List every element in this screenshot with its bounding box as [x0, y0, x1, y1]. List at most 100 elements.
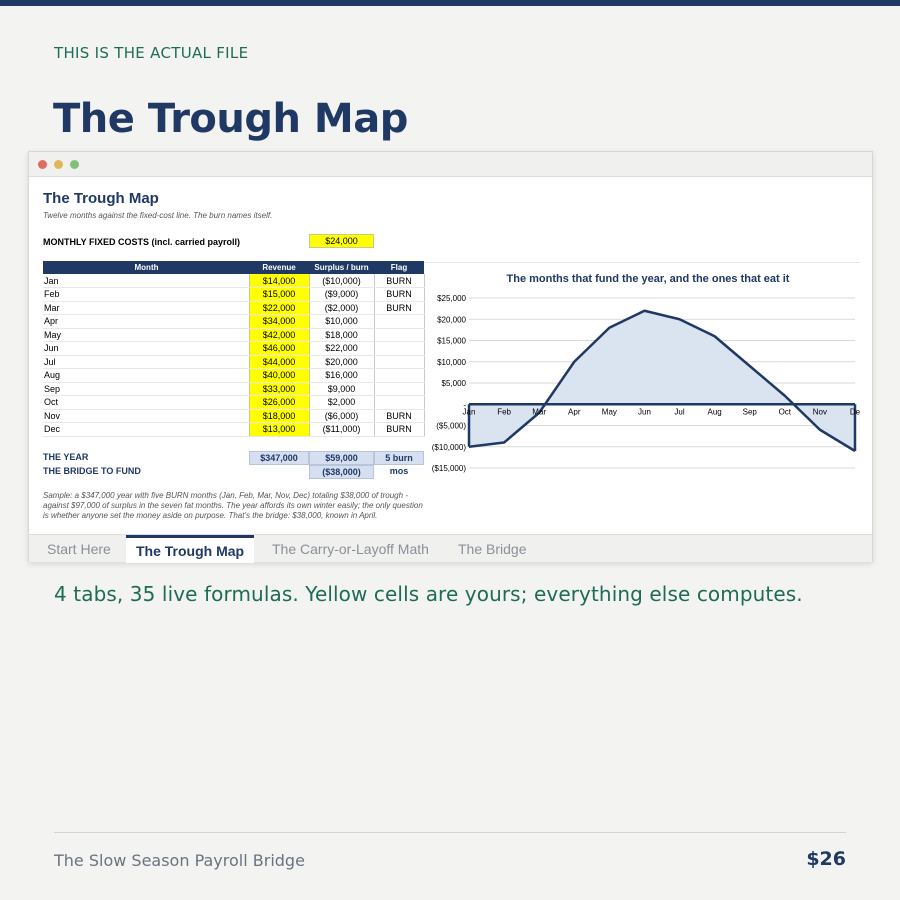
flag-cell[interactable]: BURN: [374, 422, 425, 437]
revenue-input-cell[interactable]: $42,000: [248, 328, 310, 342]
revenue-input-cell[interactable]: $22,000: [248, 301, 310, 315]
tab-the-bridge[interactable]: The Bridge: [458, 541, 527, 557]
sheet-title: The Trough Map: [43, 190, 159, 207]
x-tick-label: Sep: [743, 407, 758, 416]
maximize-window-dot[interactable]: [70, 160, 79, 169]
month-cell: Jul: [43, 355, 249, 369]
year-burn-count[interactable]: 5 burn mos: [374, 451, 424, 476]
flag-cell[interactable]: BURN: [374, 409, 425, 423]
flag-cell[interactable]: BURN: [374, 287, 425, 302]
month-cell: Sep: [43, 382, 249, 396]
month-cell: Apr: [43, 314, 249, 329]
feature-caption: 4 tabs, 35 live formulas. Yellow cells a…: [54, 582, 803, 606]
window-chrome: [29, 152, 872, 177]
minimize-window-dot[interactable]: [54, 160, 63, 169]
y-tick-label: ($5,000): [436, 422, 466, 431]
revenue-input-cell[interactable]: $33,000: [248, 382, 310, 396]
revenue-input-cell[interactable]: $44,000: [248, 355, 310, 369]
revenue-input-cell[interactable]: $34,000: [248, 314, 310, 329]
eyebrow-label: THIS IS THE ACTUAL FILE: [54, 44, 249, 62]
sample-note: Sample: a $347,000 year with five BURN m…: [43, 491, 423, 520]
revenue-input-cell[interactable]: $46,000: [248, 341, 310, 356]
x-tick-label: Apr: [568, 407, 581, 416]
table-row: Oct $26,000 $2,000: [43, 395, 425, 410]
surplus-cell[interactable]: ($10,000): [309, 274, 375, 288]
sheet-subtitle: Twelve months against the fixed-cost lin…: [43, 211, 273, 220]
month-cell: Aug: [43, 368, 249, 383]
surplus-cell[interactable]: ($11,000): [309, 422, 375, 437]
close-window-dot[interactable]: [38, 160, 47, 169]
footer-divider: [54, 832, 846, 833]
month-cell: Mar: [43, 301, 249, 315]
revenue-input-cell[interactable]: $13,000: [248, 422, 310, 437]
table-row: Feb $15,000 ($9,000) BURN: [43, 287, 425, 302]
revenue-input-cell[interactable]: $40,000: [248, 368, 310, 383]
surplus-cell[interactable]: ($2,000): [309, 301, 375, 315]
table-row: Sep $33,000 $9,000: [43, 382, 425, 396]
x-tick-label: May: [602, 407, 617, 416]
flag-cell[interactable]: [374, 395, 425, 410]
table-header-row: Month Revenue Surplus / burn Flag: [43, 261, 424, 274]
month-cell: Dec: [43, 422, 249, 437]
x-tick-label: Aug: [708, 407, 722, 416]
tab-carry-or-layoff[interactable]: The Carry-or-Layoff Math: [272, 541, 429, 557]
table-row: Mar $22,000 ($2,000) BURN: [43, 301, 425, 315]
revenue-input-cell[interactable]: $26,000: [248, 395, 310, 410]
year-surplus-total[interactable]: $59,000: [309, 451, 374, 465]
flag-cell[interactable]: [374, 328, 425, 342]
flag-cell[interactable]: [374, 341, 425, 356]
y-tick-label: $25,000: [437, 294, 466, 303]
bridge-label: THE BRIDGE TO FUND: [43, 466, 141, 476]
flag-cell[interactable]: [374, 368, 425, 383]
flag-cell[interactable]: [374, 355, 425, 369]
surplus-cell[interactable]: ($9,000): [309, 287, 375, 302]
monthly-table: Month Revenue Surplus / burn Flag Jan $14…: [43, 261, 425, 437]
year-revenue-total[interactable]: $347,000: [249, 451, 309, 465]
x-tick-label: Feb: [497, 407, 511, 416]
x-tick-label: De: [850, 407, 860, 416]
chart-title: The months that fund the year, and the o…: [507, 273, 790, 285]
y-tick-label: ($10,000): [432, 443, 467, 452]
revenue-input-cell[interactable]: $15,000: [248, 287, 310, 302]
chart-x-ticks: Jan Feb Mar Apr May Jun Jul Aug Sep Oct Nov De: [463, 407, 860, 416]
surplus-cell[interactable]: $10,000: [309, 314, 375, 329]
bridge-value[interactable]: ($38,000): [309, 465, 374, 479]
x-tick-label: Jun: [638, 407, 651, 416]
table-row: Jul $44,000 $20,000: [43, 355, 425, 369]
table-row: Nov $18,000 ($6,000) BURN: [43, 409, 425, 423]
column-header-revenue: Revenue: [249, 261, 309, 274]
surplus-cell[interactable]: $9,000: [309, 382, 375, 396]
column-header-flag: Flag: [374, 261, 424, 274]
month-cell: Feb: [43, 287, 249, 302]
x-tick-label: Mar: [532, 407, 546, 416]
column-header-surplus: Surplus / burn: [309, 261, 374, 274]
y-tick-label: $10,000: [437, 358, 466, 367]
flag-cell[interactable]: BURN: [374, 301, 425, 315]
table-row: Jan $14,000 ($10,000) BURN: [43, 274, 425, 288]
surplus-cell[interactable]: $16,000: [309, 368, 375, 383]
table-row: Apr $34,000 $10,000: [43, 314, 425, 329]
tab-trough-map[interactable]: The Trough Map: [126, 535, 255, 563]
flag-cell[interactable]: [374, 314, 425, 329]
y-tick-label: $5,000: [442, 379, 467, 388]
table-row: Dec $13,000 ($11,000) BURN: [43, 422, 425, 437]
table-row: Aug $40,000 $16,000: [43, 368, 425, 383]
revenue-input-cell[interactable]: $14,000: [248, 274, 310, 288]
flag-cell[interactable]: [374, 382, 425, 396]
surplus-cell[interactable]: $18,000: [309, 328, 375, 342]
surplus-cell[interactable]: ($6,000): [309, 409, 375, 423]
surplus-cell[interactable]: $2,000: [309, 395, 375, 410]
product-price: $26: [806, 848, 846, 870]
page-headline: The Trough Map: [53, 96, 408, 142]
surplus-cell[interactable]: $20,000: [309, 355, 375, 369]
x-tick-label: Nov: [813, 407, 827, 416]
surplus-cell[interactable]: $22,000: [309, 341, 375, 356]
tab-start-here[interactable]: Start Here: [47, 541, 111, 557]
flag-cell[interactable]: BURN: [374, 274, 425, 288]
revenue-input-cell[interactable]: $18,000: [248, 409, 310, 423]
fixed-costs-input[interactable]: $24,000: [309, 234, 374, 248]
month-cell: May: [43, 328, 249, 342]
month-cell: Oct: [43, 395, 249, 410]
surplus-area-fill: [469, 310, 855, 451]
fixed-costs-label: MONTHLY FIXED COSTS (incl. carried payro…: [43, 237, 241, 247]
